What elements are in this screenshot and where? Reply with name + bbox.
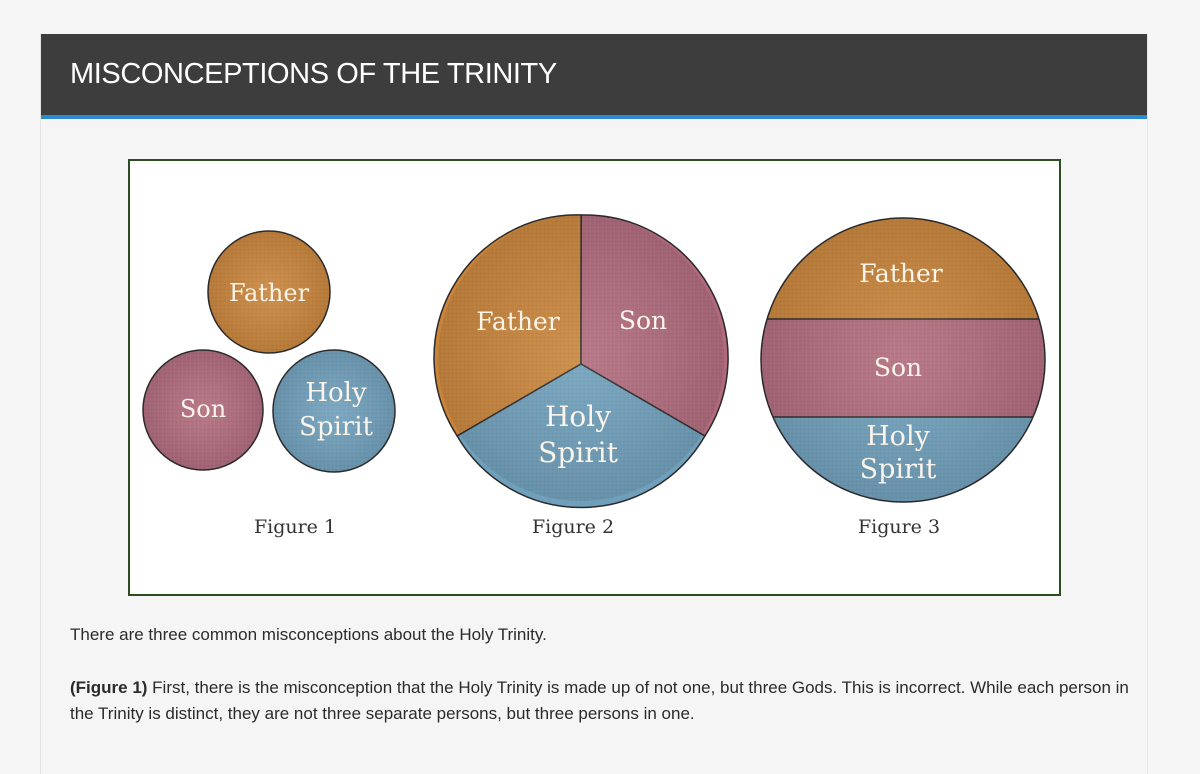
article-card: MISCONCEPTIONS OF THE TRINITY: [40, 34, 1148, 774]
section-header: MISCONCEPTIONS OF THE TRINITY: [41, 34, 1147, 119]
figure1-son-circle: Son: [142, 349, 264, 471]
trinity-diagram: Father Son Holy Spirit Figure 1: [128, 159, 1061, 596]
figure-3: Father Son Holy Spirit Figure 3: [760, 217, 1046, 538]
figure3-spirit-label: Spirit: [860, 454, 937, 485]
figure3-son-label: Son: [874, 353, 922, 382]
figure1-spirit-circle: Holy Spirit: [272, 349, 396, 473]
figure1-paragraph: (Figure 1) First, there is the misconcep…: [70, 675, 1130, 727]
figure3-father-label: Father: [859, 259, 942, 288]
figure-2: Father Son Holy Spirit Figure 2: [433, 214, 729, 538]
figure1-son-label: Son: [180, 395, 226, 423]
figure1-paragraph-label: (Figure 1): [70, 678, 148, 697]
figure2-holy-label: Holy: [545, 400, 611, 433]
figure1-paragraph-text: First, there is the misconception that t…: [70, 678, 1129, 723]
figure2-son-label: Son: [619, 306, 667, 335]
figure2-caption: Figure 2: [532, 516, 614, 538]
figure3-caption: Figure 3: [858, 516, 940, 538]
figure1-spirit-label: Spirit: [299, 412, 374, 442]
page-title: MISCONCEPTIONS OF THE TRINITY: [70, 58, 557, 90]
figure3-holy-label: Holy: [866, 421, 930, 452]
figure2-spirit-label: Spirit: [538, 436, 618, 469]
figure1-holy-label: Holy: [305, 378, 367, 408]
intro-paragraph: There are three common misconceptions ab…: [70, 625, 547, 644]
figure-1: Father Son Holy Spirit Figure 1: [142, 230, 396, 538]
figure1-father-circle: Father: [207, 230, 331, 354]
figure1-caption: Figure 1: [254, 516, 336, 538]
trinity-diagram-svg: Father Son Holy Spirit Figure 1: [142, 214, 1046, 538]
figure2-father-label: Father: [476, 307, 559, 336]
figure1-father-label: Father: [229, 279, 310, 307]
